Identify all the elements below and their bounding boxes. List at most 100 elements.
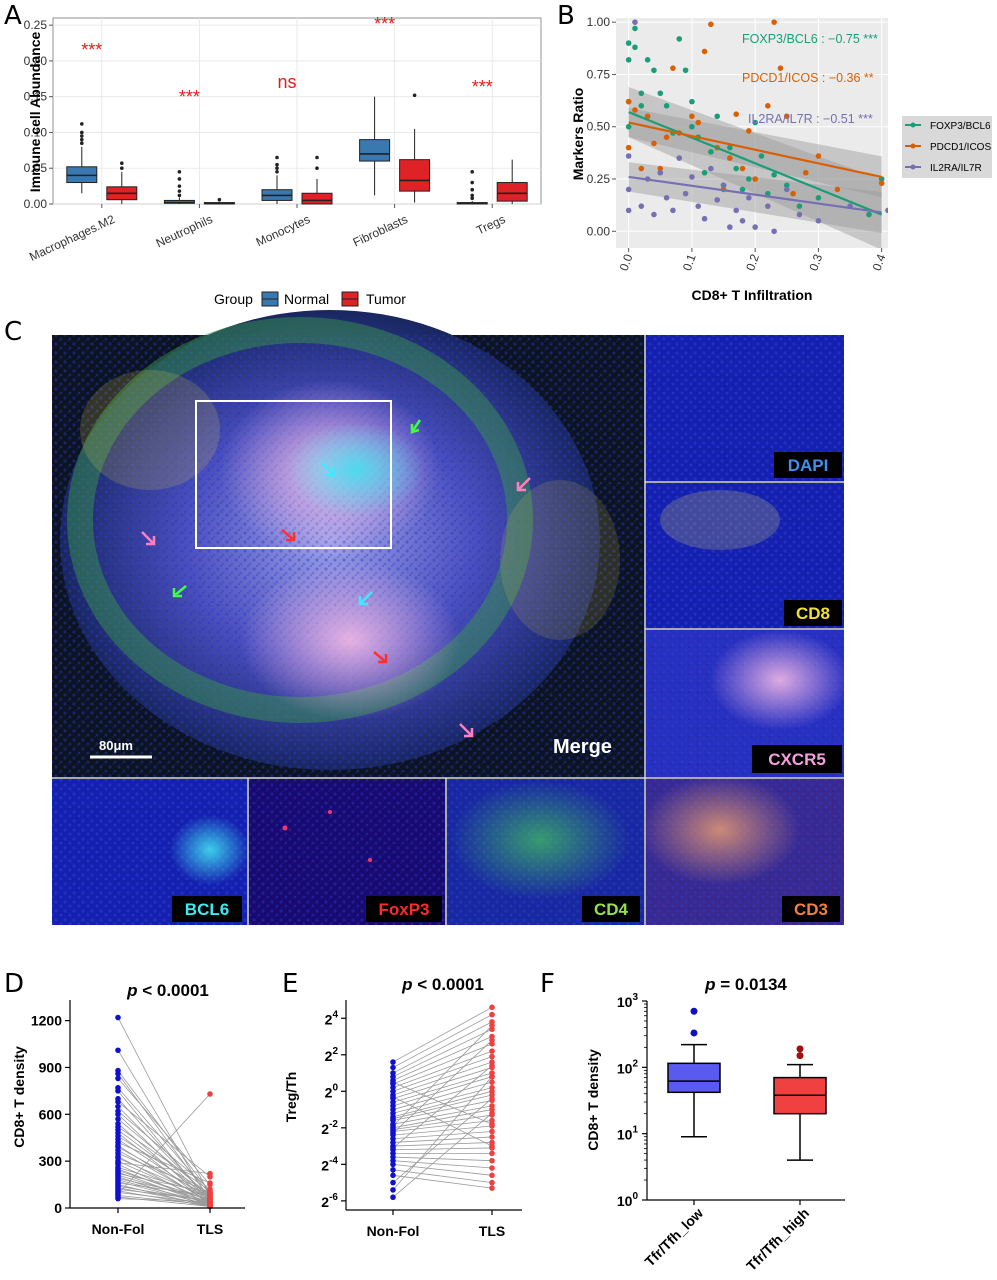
tls-point <box>489 1011 495 1018</box>
scatter-point <box>815 218 822 224</box>
outlier-point <box>690 1007 698 1015</box>
nonfol-point <box>390 1059 396 1065</box>
panel-b-x-ticks: 0.0 0.1 0.2 0.3 0.4 <box>617 248 889 273</box>
outlier-point <box>470 187 475 192</box>
x-tick-label: Non-Fol <box>367 1223 420 1239</box>
scale-bar-label: 80μm <box>99 738 133 753</box>
legend-pdcd1-label: PDCD1/ICOS <box>930 142 991 153</box>
outlier-point <box>275 155 279 160</box>
tile-foxp3-dot-1 <box>282 825 288 831</box>
x-tick-label: 0.2 <box>743 252 762 273</box>
y-tick-label: 0.15 <box>24 90 48 104</box>
scatter-point <box>701 48 708 55</box>
panel-d: p < 0.0001 CD8+ T density 0 300 600 900 1200… <box>11 981 245 1237</box>
pair-line <box>392 1081 493 1125</box>
outlier-point <box>796 1045 804 1053</box>
panel-f-title: p = 0.0134 <box>704 975 787 994</box>
pair-line <box>392 1039 493 1134</box>
tile-dapi-label: DAPI <box>788 456 829 475</box>
y-tick-label: 22 <box>325 1046 339 1064</box>
pair-line <box>117 1078 211 1185</box>
tls-point <box>489 1185 495 1191</box>
scatter-point <box>752 176 758 182</box>
pair-line <box>392 1021 493 1074</box>
significance-stars: *** <box>374 14 395 34</box>
outlier-point <box>796 1052 804 1060</box>
tls-point <box>489 1134 495 1140</box>
nonfol-point <box>115 1047 121 1054</box>
tls-point <box>489 1165 495 1171</box>
panel-d-y-label: CD8+ T density <box>11 1046 27 1148</box>
x-tick-label: 0.4 <box>870 252 889 273</box>
outlier-point <box>412 93 417 98</box>
scatter-point <box>746 128 752 134</box>
outlier-point <box>177 184 182 188</box>
panel-a-boxes <box>66 93 528 205</box>
scatter-point <box>708 21 714 28</box>
tile-foxp3-label-bg <box>366 896 442 922</box>
outlier-point <box>470 196 475 201</box>
y-tick-label: 20 <box>325 1082 339 1100</box>
pair-line <box>117 1073 211 1199</box>
pair-line <box>117 1185 211 1203</box>
arrow-red-1 <box>281 529 296 542</box>
scatter-point <box>638 103 645 109</box>
pair-line <box>117 1162 211 1175</box>
y-tick-label: 600 <box>39 1106 63 1122</box>
tile-cd8-signal <box>660 490 780 550</box>
scatter-point <box>695 203 702 209</box>
scatter-point <box>632 107 638 113</box>
panel-c: 80μm Merge DAPI CD8 CXCR5 <box>52 310 850 925</box>
tls-point <box>489 1143 495 1149</box>
scatter-point <box>815 153 822 159</box>
outlier-point <box>80 141 84 145</box>
arrow-cyan-1 <box>321 462 336 477</box>
scatter-point <box>657 165 664 172</box>
scatter-point <box>783 182 790 189</box>
scatter-point <box>765 203 771 209</box>
tls-point <box>489 1179 495 1186</box>
panel-label-e: E <box>282 969 298 999</box>
panel-b: 0.00 0.25 0.50 0.75 1.00 0.0 0.1 0.2 0.3 0.4 FOX… <box>570 15 992 303</box>
tls-point <box>207 1192 213 1199</box>
panel-e-y-label: Treg/Th <box>283 1072 299 1123</box>
tls-point <box>489 1062 495 1069</box>
legend-normal-label: Normal <box>284 291 329 307</box>
panel-a-x-ticks: Macrophages.M2 Neutrophils Monocytes Fibrob… <box>27 204 507 264</box>
pair-line <box>117 1167 211 1196</box>
tls-point <box>207 1180 213 1186</box>
y-tick-label: 102 <box>617 1058 639 1076</box>
tls-point <box>489 1095 495 1102</box>
x-tick-label: Monocytes <box>254 212 313 249</box>
scatter-point <box>727 155 733 161</box>
panel-f-axes: 100 101 102 103 Tfr/Tfh_low Tfr/Tfh_high <box>617 992 845 1274</box>
y-tick-label: 1.00 <box>587 15 611 29</box>
pair-line <box>117 1182 211 1196</box>
panel-label-c: C <box>4 317 22 347</box>
nonfol-point <box>390 1167 396 1173</box>
merge-bcl6-cyan <box>285 422 425 518</box>
tile-cd4-label: CD4 <box>594 900 629 919</box>
zoom-box <box>195 400 392 549</box>
tile-dapi-label-bg <box>774 452 842 478</box>
y-tick-label: 0.75 <box>587 67 611 81</box>
outlier-point <box>690 1029 698 1037</box>
significance-stars: *** <box>179 87 200 107</box>
x-tick-label: 0.0 <box>617 252 636 273</box>
nonfol-point <box>390 1064 396 1071</box>
tls-point <box>489 1037 495 1043</box>
outlier-point <box>275 162 279 167</box>
nonfol-point <box>390 1145 396 1151</box>
scatter-point <box>878 180 885 186</box>
y-tick-label: 0.00 <box>24 197 48 211</box>
scatter-point <box>714 113 721 120</box>
scatter-point <box>714 197 721 203</box>
arrow-cyan-2 <box>358 591 373 606</box>
tile-cd8-label: CD8 <box>796 604 830 623</box>
scatter-point <box>783 186 790 193</box>
y-tick-label: 103 <box>617 992 639 1010</box>
tile-foxp3-label: FoxP3 <box>378 900 429 919</box>
nonfol-point <box>390 1172 396 1179</box>
nonfol-point <box>390 1079 396 1085</box>
scatter-point <box>638 165 645 172</box>
